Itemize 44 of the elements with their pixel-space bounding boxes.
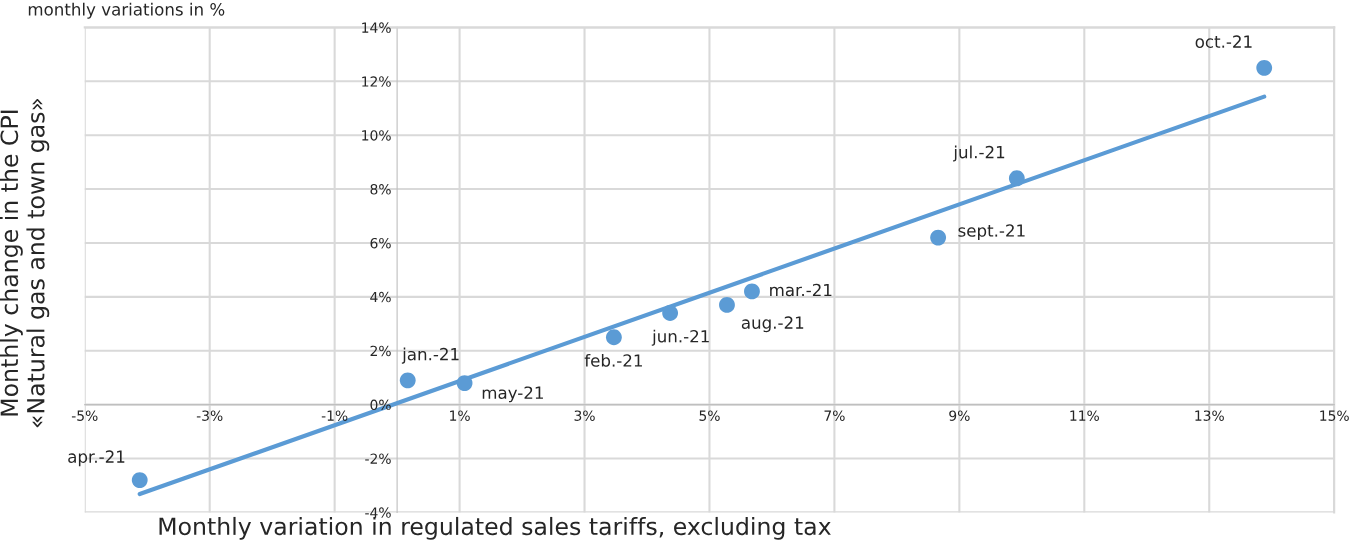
y-tick-label: -2%: [365, 453, 391, 464]
y-axis-title: Monthly change in the CPI «Natural gas and town gas»: [0, 98, 50, 428]
x-tick-label: 15%: [1320, 410, 1349, 421]
x-tick-label: 3%: [574, 410, 595, 421]
annotation: may-21: [482, 386, 543, 403]
x-tick-label: 5%: [699, 410, 720, 421]
x-axis-title: Monthly variation in regulated sales tariffs, excluding tax: [159, 516, 831, 540]
x-tick-label: 9%: [949, 410, 970, 421]
point: [605, 329, 622, 346]
x-tick-label: 11%: [1070, 410, 1099, 421]
annotation: apr.-21: [68, 450, 125, 467]
point: [930, 229, 947, 246]
annotation: mar.-21: [770, 283, 832, 297]
point: [456, 375, 473, 391]
y-tick-label: 0%: [370, 399, 391, 411]
y-tick-label: -4%: [365, 507, 391, 518]
y-tick-label: 2%: [370, 345, 391, 357]
annotation: sept.-21: [958, 224, 1025, 241]
point: [131, 472, 148, 488]
annotation: jun.-21: [651, 329, 709, 346]
x-tick-label: 7%: [824, 410, 845, 421]
x-tick-label: -5%: [71, 410, 98, 421]
y-tick-label: 4%: [370, 291, 391, 303]
y-tick-label: 12%: [362, 76, 391, 87]
point: [1008, 170, 1025, 187]
x-tick-label: -1%: [321, 410, 348, 421]
chart-subtitle: monthly variations in %: [28, 2, 225, 19]
annotation: jul.-21: [953, 145, 1005, 162]
point: [719, 297, 735, 313]
x-tick-label: 1%: [450, 410, 470, 421]
annotation: aug.-21: [741, 316, 804, 333]
annotation: feb.-21: [584, 353, 642, 367]
point: [744, 283, 760, 300]
y-tick-label: 14%: [362, 22, 391, 33]
annotation: oct.-21: [1195, 35, 1252, 48]
point: [399, 372, 416, 389]
annotation: jan.-21: [401, 347, 459, 364]
point: [1256, 59, 1273, 76]
x-tick-label: 13%: [1195, 410, 1224, 421]
y-tick-label: 10%: [362, 130, 391, 141]
point: [662, 305, 679, 321]
y-tick-label: 6%: [370, 237, 391, 249]
y-tick-label: 8%: [370, 184, 391, 195]
x-tick-label: -3%: [196, 410, 223, 421]
